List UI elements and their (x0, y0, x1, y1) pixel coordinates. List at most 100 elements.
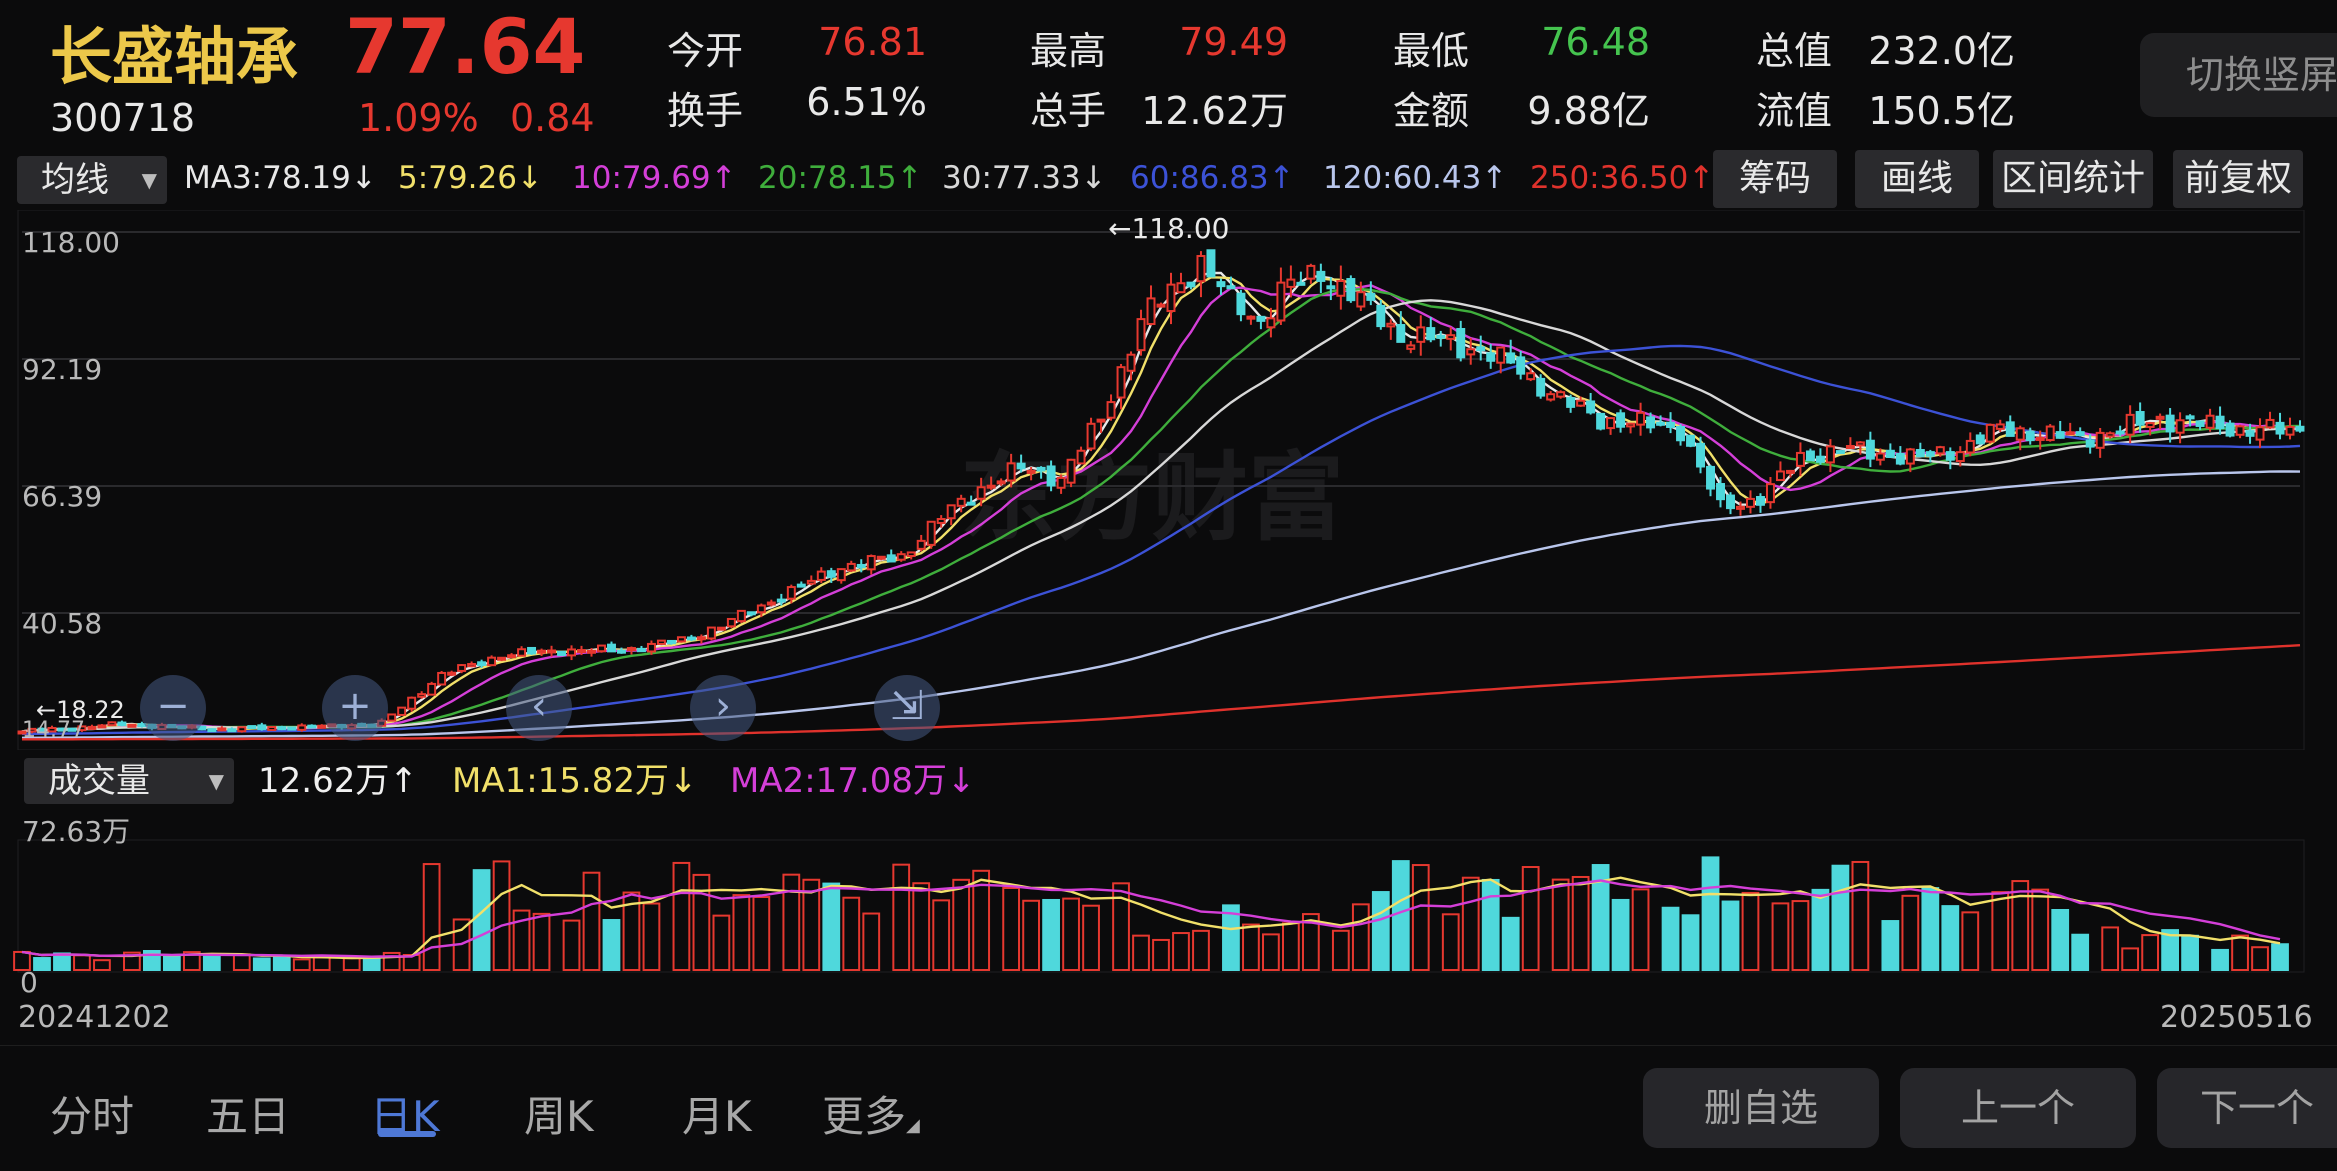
candle-up (1136, 318, 1146, 352)
candle-up (587, 649, 596, 654)
total-volume-label: 总手 (1030, 89, 1107, 133)
volume-bar-down (2271, 943, 2289, 971)
volume-bar-up (2141, 934, 2160, 972)
watermark-logo: 东方财富 (960, 442, 1344, 554)
range-stats-button[interactable]: 区间统计 (1993, 150, 2153, 208)
candle-down (1256, 315, 1266, 322)
candle-down (1616, 412, 1626, 428)
remove-watchlist-button[interactable]: 删自选 (1643, 1068, 1879, 1148)
volume-bar-up (1132, 934, 1150, 971)
candlestick-chart[interactable] (0, 210, 2337, 750)
ma3-line (21, 271, 2301, 733)
candle-down (2075, 431, 2085, 437)
volume-bar-up (782, 873, 801, 971)
adjust-button[interactable]: 前复权 (2173, 150, 2303, 208)
tab-more[interactable]: 更多◢ (822, 1083, 920, 1144)
ma-legend-item: 10:79.69↑ (572, 160, 737, 196)
volume-bar-up (1112, 882, 1130, 971)
volume-chart[interactable] (0, 800, 2337, 1000)
volume-bar-down (602, 919, 621, 971)
candle-up (267, 726, 277, 732)
volume-bar-down (1371, 891, 1390, 971)
candle-down (117, 721, 127, 727)
candle-down (1486, 352, 1496, 362)
volume-bar-down (1921, 887, 1940, 971)
float-cap-value: 150.5亿 (1868, 89, 2015, 133)
quote-header: 长盛轴承 77.64 300718 1.09% 0.84 今开 76.81 最高… (0, 0, 2337, 150)
candle-up (1496, 346, 1506, 364)
candle-up (577, 649, 586, 654)
tab-weekly-k[interactable]: 周K (524, 1092, 594, 1141)
candle-down (1296, 281, 1306, 286)
tab-monthly-k[interactable]: 月K (682, 1092, 752, 1141)
candle-up (986, 484, 996, 489)
ma-selector-dropdown[interactable]: 均线 ▼ (17, 156, 167, 204)
ma-legend-item: 250:36.50↑ (1530, 160, 1715, 196)
candle-down (2055, 431, 2065, 439)
price-axis-label: 40.58 (22, 606, 103, 640)
candle-up (1166, 283, 1176, 313)
volume-bar-down (2211, 948, 2229, 972)
chart-frame (17, 210, 2305, 750)
volume-bar-down (1222, 904, 1240, 971)
caret-down-icon: ▼ (141, 168, 157, 192)
candle-down (477, 661, 487, 667)
volume-bar-up (1521, 866, 1540, 971)
candle-up (2155, 415, 2165, 420)
candle-down (1686, 434, 1696, 447)
scroll-left-icon[interactable]: ‹ (506, 675, 572, 741)
candle-up (706, 626, 716, 640)
zoom-in-icon[interactable]: + (322, 675, 388, 741)
high-marker-value: 118.00 (1131, 212, 1230, 245)
reset-zoom-icon[interactable]: ⇲ (874, 675, 940, 741)
next-stock-button[interactable]: 下一个 (2157, 1068, 2337, 1148)
volume-bar-down (162, 955, 181, 972)
ma-legend-item: 30:77.33↓ (942, 160, 1107, 196)
candle-down (527, 646, 537, 655)
volume-ma2: MA2:17.08万↓ (730, 761, 976, 801)
volume-bar-down (2181, 934, 2199, 971)
candle-up (427, 682, 437, 696)
candle-up (816, 570, 826, 581)
candle-up (1746, 497, 1755, 508)
candle-up (507, 654, 517, 659)
volume-bar-up (1571, 875, 1590, 971)
volume-bar-up (13, 950, 31, 971)
tab-intraday[interactable]: 分时 (50, 1092, 135, 1141)
candle-down (2185, 415, 2195, 420)
candle-up (77, 725, 87, 732)
candle-up (1995, 423, 2005, 430)
switch-portrait-button[interactable]: 切换竖屏 (2140, 33, 2337, 117)
candle-down (1815, 455, 1825, 463)
open-label: 今开 (667, 29, 744, 73)
candle-down (1915, 449, 1925, 458)
candle-down (2245, 430, 2255, 437)
chip-button[interactable]: 筹码 (1713, 150, 1837, 208)
draw-line-button[interactable]: 画线 (1855, 150, 1979, 208)
candle-down (616, 649, 626, 654)
candle-down (796, 583, 806, 588)
volume-bar-up (1152, 938, 1170, 971)
previous-stock-button[interactable]: 上一个 (1900, 1068, 2136, 1148)
candle-down (1326, 285, 1336, 290)
candle-down (1046, 465, 1056, 487)
candle-up (1765, 483, 1775, 504)
candle-down (1426, 327, 1436, 341)
volume-bar-up (1262, 933, 1280, 972)
volume-bar-up (692, 873, 711, 971)
candle-down (2025, 430, 2035, 442)
volume-bar-up (1082, 904, 1100, 971)
tab-five-day[interactable]: 五日 (206, 1092, 291, 1141)
candle-up (417, 693, 427, 698)
candle-up (317, 724, 327, 729)
volume-bar-down (2161, 929, 2179, 972)
scroll-right-icon[interactable]: › (690, 675, 756, 741)
candle-down (287, 726, 297, 731)
volume-bar-up (532, 912, 551, 971)
zoom-out-icon[interactable]: − (140, 675, 206, 741)
volume-bar-up (972, 869, 991, 971)
candle-down (2295, 425, 2305, 432)
indicator-selector-dropdown[interactable]: 成交量 ▼ (24, 758, 234, 804)
candle-down (57, 727, 67, 732)
volume-bar-up (1351, 903, 1370, 971)
